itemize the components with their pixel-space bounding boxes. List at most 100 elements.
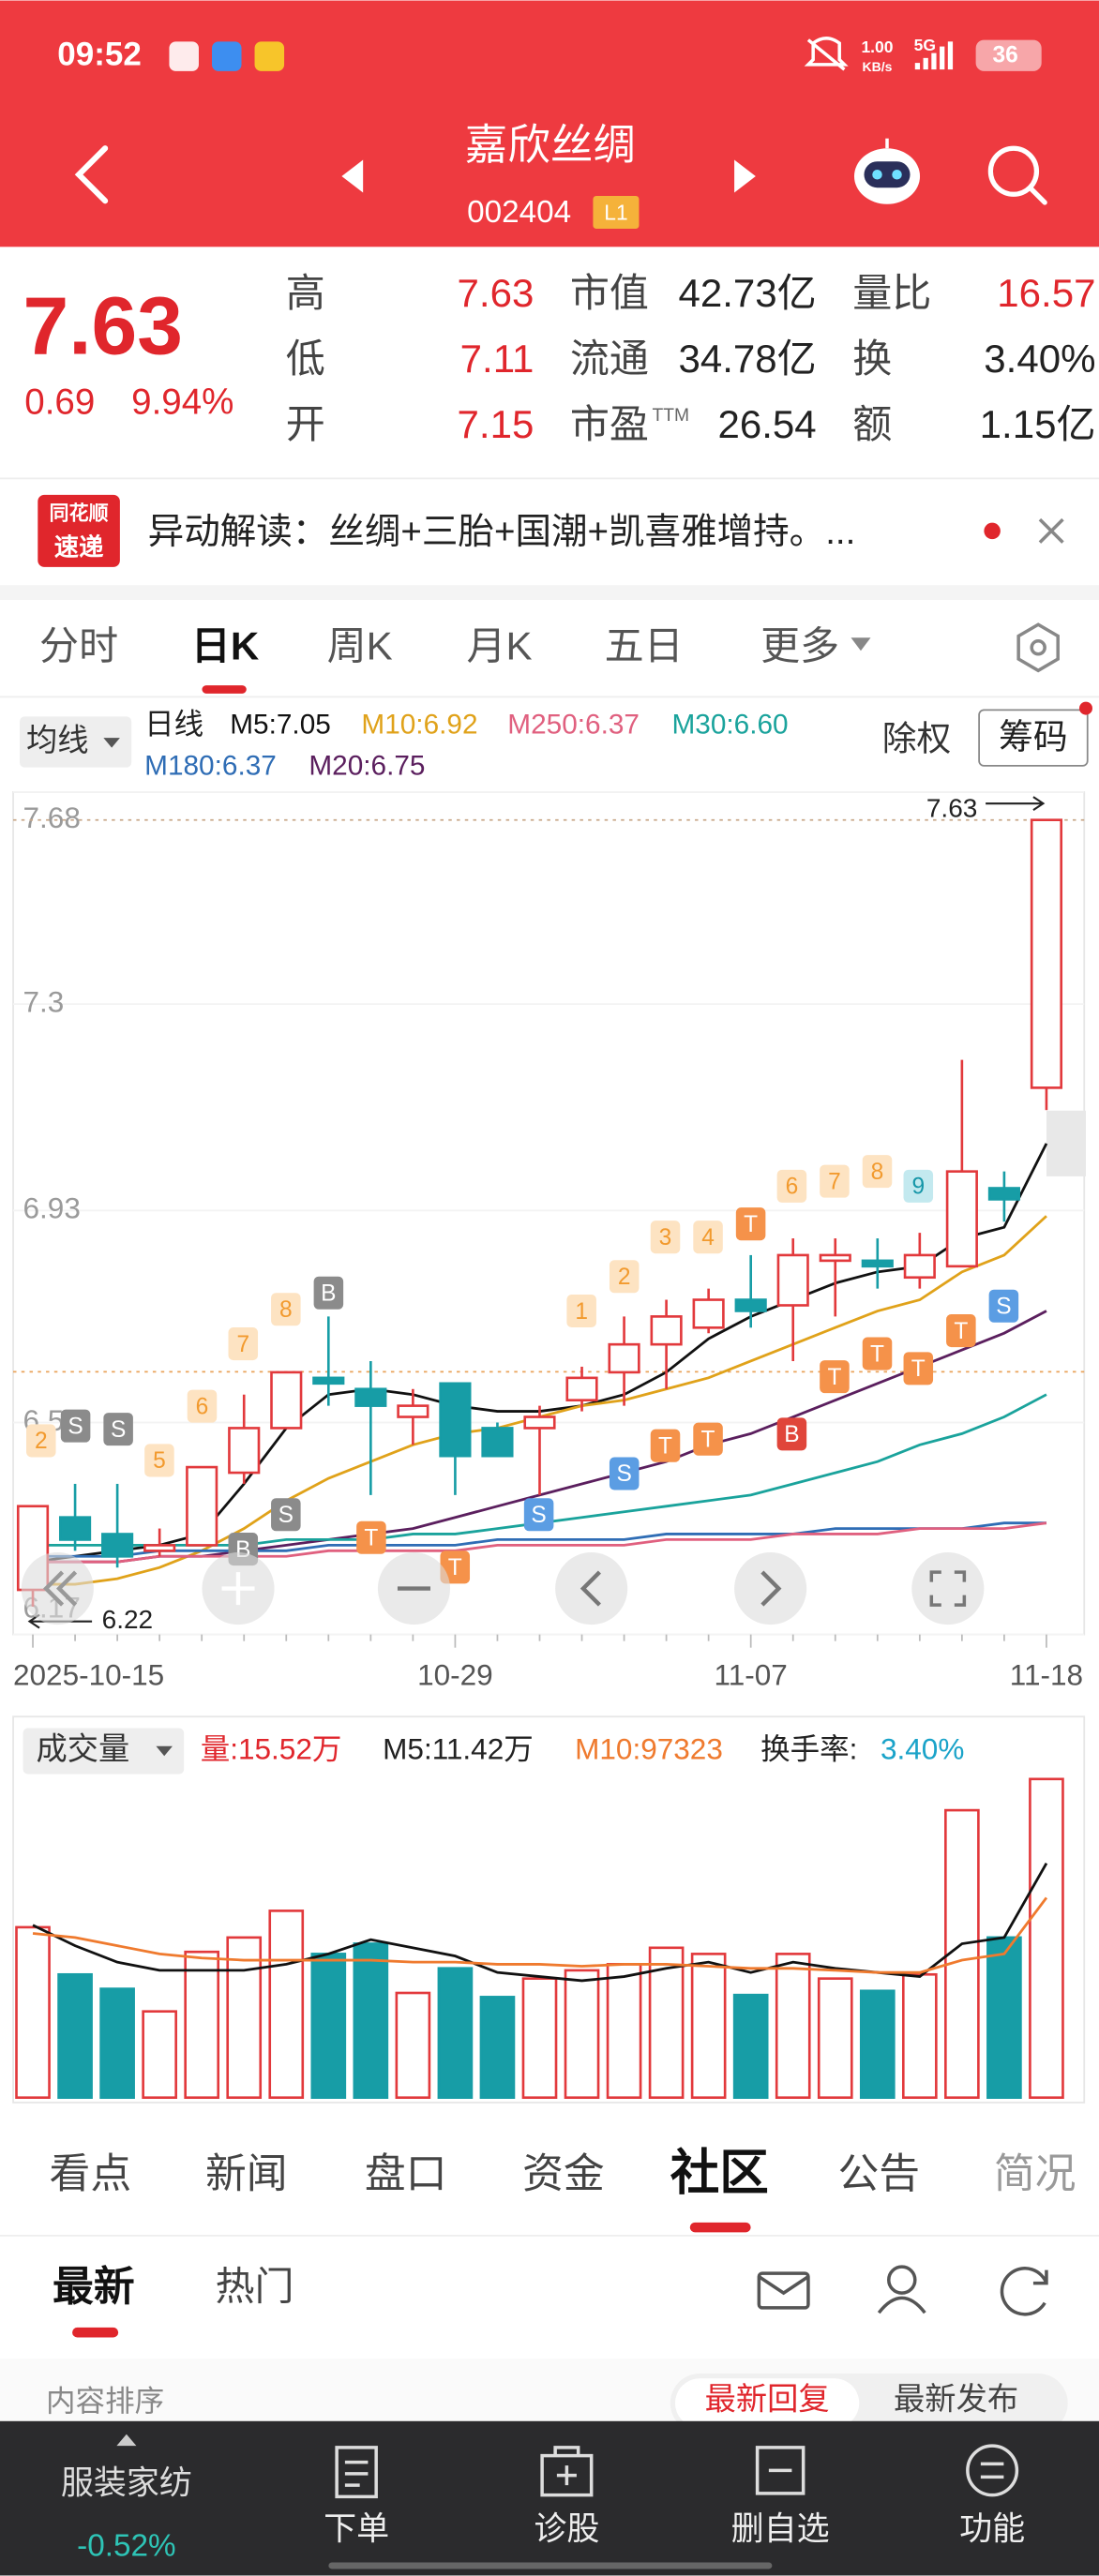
fullscreen-button[interactable] [911,1552,985,1625]
next-stock[interactable] [734,159,756,193]
candle-body [734,1298,767,1312]
section-tab[interactable]: 看点 [50,2150,132,2196]
price-change: 0.69 [24,382,95,423]
period-tabs: 分时 日K 周K 月K 五日 更多 [39,624,871,668]
settings-icon[interactable] [1016,622,1060,673]
period-tab[interactable]: 五日 [605,624,684,668]
signal-badge [103,1413,133,1446]
signal-badge [60,1409,91,1443]
signal-label: 4 [701,1225,715,1251]
volume-bar [817,1977,853,2099]
ma-selector-bg[interactable] [20,716,132,768]
volume-selector[interactable]: 成交量 [37,1732,130,1767]
signal-label: B [321,1281,336,1306]
prev-stock[interactable] [341,159,364,193]
x-tick-label: 10-29 [417,1658,493,1692]
candle-body [565,1376,598,1401]
news-text[interactable]: 异动解读：丝绸+三胎+国潮+凯喜雅增持。... [148,512,856,552]
section-tab-active[interactable]: 社区 [670,2146,769,2201]
bottom-action[interactable]: 删自选 [731,2510,830,2547]
signal-label: T [911,1356,926,1382]
price-change-pct: 9.94% [131,382,233,423]
user-icon[interactable] [887,2265,917,2295]
bottom-action[interactable]: 诊股 [534,2510,599,2547]
volume-bar [184,1950,220,2099]
signal-label: T [658,1433,672,1459]
dropdown-caret [156,1745,173,1757]
stock-name: 嘉欣丝绸 [465,121,636,169]
stat-label: 换 [852,337,892,381]
candle-body [58,1516,92,1541]
period-tab[interactable]: 月K [467,624,533,668]
bottom-bar [0,2420,1099,2576]
section-tab[interactable]: 新闻 [205,2150,288,2196]
mute-icon [804,37,849,71]
scroll-right-button[interactable] [734,1552,807,1625]
signal-label: T [701,1427,715,1452]
sector-name[interactable]: 服装家纺 [61,2464,192,2501]
section-tab[interactable]: 盘口 [365,2150,447,2196]
message-icon[interactable] [757,2271,810,2310]
ma-line [33,1521,1047,1564]
status-icon [169,41,199,71]
section-tab[interactable]: 简况 [994,2150,1076,2196]
chips-button[interactable]: 筹码 [999,718,1068,756]
period-tab[interactable]: 更多 [760,624,839,668]
x-tick-label: 2025-10-15 [13,1658,164,1692]
refresh-icon[interactable] [1000,2267,1048,2316]
scroll-left-button[interactable] [555,1552,628,1625]
volume-bar [521,1977,558,2099]
candle-body [776,1253,809,1307]
assistant-icon[interactable] [853,138,921,204]
sort-option[interactable]: 最新发布 [894,2383,1018,2418]
period-tab-active[interactable]: 日K [191,624,259,668]
ma-selector[interactable]: 均线 [26,724,89,758]
signal-label: 2 [35,1429,48,1454]
volume-chart [15,1777,1064,2099]
net-speed: 1.00 [861,37,893,56]
period-tab[interactable]: 周K [327,624,393,668]
sub-tab[interactable]: 热门 [216,2265,294,2309]
stat-value: 1.15亿 [980,402,1096,446]
bottom-actions: 下单 诊股 删自选 功能 [324,2510,1025,2547]
signal-label: 6 [786,1175,799,1200]
signal-badge [862,1155,893,1189]
max-label: 7.63 [926,794,978,823]
signal-label: T [448,1555,462,1580]
back-button[interactable] [74,145,109,204]
signal-label: 9 [911,1175,925,1200]
x-tick-label: 11-18 [1010,1658,1083,1692]
section-tab[interactable]: 公告 [837,2150,920,2196]
signal-label: 7 [828,1169,841,1194]
ma-legend-item: M250:6.37 [507,710,640,741]
signal-badge [609,1457,640,1490]
search-icon[interactable] [987,145,1047,205]
close-news[interactable] [1038,517,1064,544]
signal-badge [228,1327,259,1361]
sort-option-active[interactable]: 最新回复 [705,2383,830,2418]
volume-ma5: M5:11.42万 [383,1731,534,1765]
bottom-action[interactable]: 下单 [324,2510,389,2547]
candle-body [523,1415,556,1430]
candle-body [143,1544,176,1552]
bottom-action[interactable]: 功能 [959,2510,1025,2547]
volume-bar [268,1910,305,2099]
candle-body [312,1376,345,1385]
signal-label: 2 [618,1265,631,1290]
user-icon-body [877,2296,926,2314]
signal-label: B [784,1422,799,1447]
period-tab[interactable]: 分时 [39,624,118,668]
level-badge: L1 [604,200,627,224]
exright-button[interactable]: 除权 [882,719,952,757]
chips-button-bg[interactable] [978,709,1089,767]
candle-body [270,1370,303,1430]
volume-ma-line [32,1896,1048,1974]
turnover-value: 3.40% [881,1731,964,1765]
volume-selector-bg[interactable] [23,1728,185,1775]
sub-tab-active[interactable]: 最新 [53,2264,135,2310]
signal-badge [693,1422,723,1456]
section-tab[interactable]: 资金 [522,2150,605,2196]
candle-body [945,1170,978,1268]
sector-change: -0.52% [77,2528,175,2563]
